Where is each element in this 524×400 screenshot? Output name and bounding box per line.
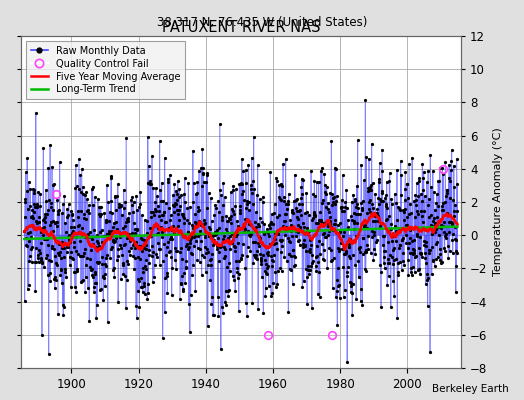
Title: PATUXENT RIVER NAS: PATUXENT RIVER NAS <box>162 20 320 35</box>
Y-axis label: Temperature Anomaly (°C): Temperature Anomaly (°C) <box>493 128 503 276</box>
Text: 38.317 N, 76.435 W (United States): 38.317 N, 76.435 W (United States) <box>157 16 367 29</box>
Text: Berkeley Earth: Berkeley Earth <box>432 384 508 394</box>
Legend: Raw Monthly Data, Quality Control Fail, Five Year Moving Average, Long-Term Tren: Raw Monthly Data, Quality Control Fail, … <box>26 41 185 99</box>
